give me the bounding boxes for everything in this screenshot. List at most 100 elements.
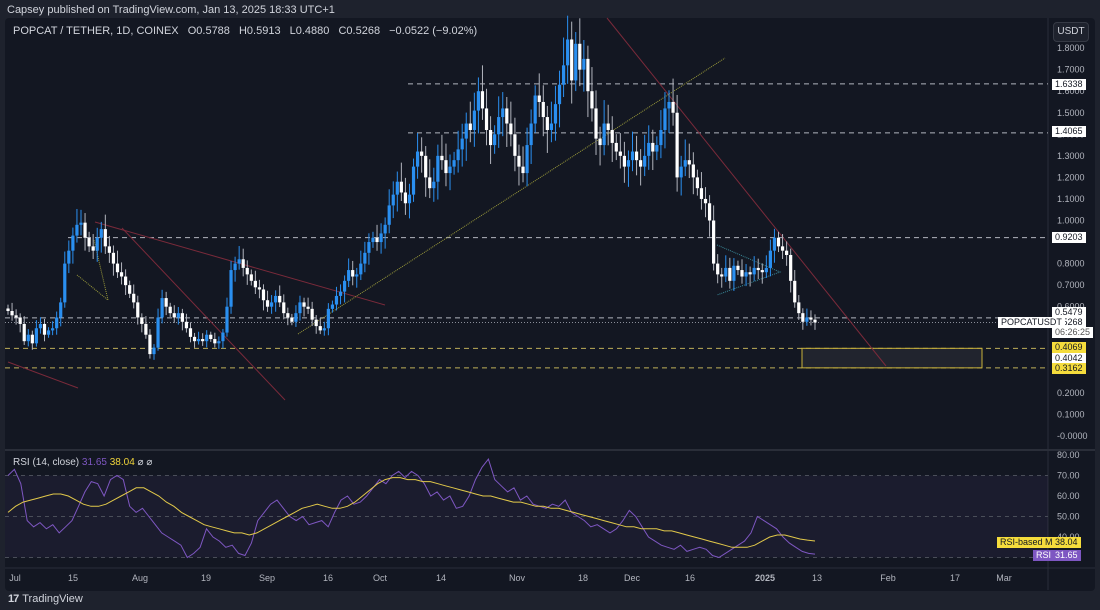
candle-body <box>318 326 322 331</box>
candle-body <box>213 339 217 344</box>
chart-frame <box>5 18 1095 591</box>
candle-body <box>399 181 403 193</box>
price-axis-tick: 0.7000 <box>1057 280 1085 290</box>
trendline-yellow <box>297 57 726 335</box>
candle-body <box>533 95 537 124</box>
candle-body <box>391 194 395 206</box>
candle-body <box>148 334 152 355</box>
candle-body <box>152 347 156 355</box>
candle-body <box>614 142 618 152</box>
candle-body <box>570 39 574 81</box>
candle-body <box>509 123 513 135</box>
time-axis-tick: Oct <box>373 573 388 583</box>
candle-body <box>180 313 184 322</box>
candle-body <box>780 246 785 251</box>
candle-body <box>245 267 249 275</box>
candle-body <box>136 302 140 318</box>
candle-body <box>274 295 278 303</box>
price-axis-tick: 0.1000 <box>1057 409 1085 419</box>
visibility-icons[interactable]: ⌀ ⌀ <box>137 457 153 468</box>
time-axis-tick: Sep <box>259 573 275 583</box>
candle-body <box>776 237 781 247</box>
candle-body <box>225 306 229 333</box>
candle-body <box>294 313 298 322</box>
candle-body <box>687 160 691 165</box>
candle-body <box>703 198 708 204</box>
candle-body <box>505 108 509 124</box>
candle-body <box>675 112 679 178</box>
candle-body <box>326 308 330 329</box>
tradingview-logo[interactable]: 17 TradingView <box>8 593 83 605</box>
candle-body <box>699 188 704 199</box>
candle-body <box>476 91 481 111</box>
price-axis-tick: 1.1000 <box>1057 194 1085 204</box>
candle-body <box>310 308 314 320</box>
time-axis-tick: 18 <box>578 573 588 583</box>
candle-body <box>63 263 67 303</box>
rsi-ma-line <box>7 477 816 548</box>
candle-body <box>367 242 371 253</box>
candle-body <box>756 267 760 271</box>
candle-body <box>144 323 148 335</box>
candle-body <box>760 270 764 273</box>
candle-body <box>679 166 683 178</box>
candle-body <box>744 272 748 277</box>
candle-body <box>545 117 549 130</box>
candle-body <box>338 291 343 296</box>
rsi-ma-tag-label: RSI-based MA <box>997 537 1062 548</box>
candle-body <box>257 287 262 290</box>
candle-body <box>103 229 107 247</box>
candle-body <box>334 295 339 305</box>
rsi-value: 31.65 <box>81 457 107 468</box>
candle-body <box>720 274 724 277</box>
candle-body <box>716 263 720 275</box>
support-zone-box <box>801 347 983 369</box>
change-value: −0.0522 (−9.02%) <box>389 25 478 37</box>
candle-body <box>695 177 699 189</box>
candle-body <box>594 108 598 139</box>
candle-body <box>424 155 428 178</box>
candle-body <box>124 276 128 286</box>
time-axis-tick: 17 <box>950 573 960 583</box>
candle-body <box>115 263 120 273</box>
price-axis-tick: 1.5000 <box>1057 108 1085 118</box>
time-axis-tick: 15 <box>68 573 78 583</box>
level-tag-4: 0.5479 <box>1052 307 1086 318</box>
candle-body <box>626 160 631 167</box>
candle-body <box>639 160 643 167</box>
candle-body <box>732 265 736 281</box>
candle-body <box>306 306 310 309</box>
candle-body <box>521 166 525 174</box>
candle-body <box>55 317 59 329</box>
candle-body <box>557 84 562 105</box>
candle-body <box>691 164 695 178</box>
candle-body <box>610 129 614 143</box>
candle-body <box>622 155 627 167</box>
candle-body <box>265 300 270 307</box>
candle-body <box>282 302 286 314</box>
candle-body <box>395 181 399 195</box>
candle-body <box>712 220 716 264</box>
candle-body <box>160 298 164 318</box>
high-value: H0.5913 <box>238 25 281 37</box>
candle-body <box>667 101 671 109</box>
symbol-legend: POPCAT / TETHER, 1D, COINEX O0.5788 H0.5… <box>13 25 483 37</box>
candle-body <box>302 302 306 307</box>
candle-body <box>132 293 136 303</box>
candle-body <box>34 328 38 344</box>
candle-body <box>448 166 452 174</box>
candle-body <box>119 272 124 277</box>
currency-button[interactable]: USDT <box>1053 22 1089 42</box>
candle-body <box>59 302 63 318</box>
candle-body <box>209 334 213 340</box>
candle-body <box>253 280 257 288</box>
candle-body <box>566 39 570 66</box>
candle-body <box>38 323 43 329</box>
candle-body <box>237 259 241 264</box>
candle-body <box>752 267 756 275</box>
price-axis-tick: 1.8000 <box>1057 43 1085 53</box>
candle-body <box>772 237 777 251</box>
candle-body <box>156 317 160 348</box>
candle-body <box>290 317 294 322</box>
